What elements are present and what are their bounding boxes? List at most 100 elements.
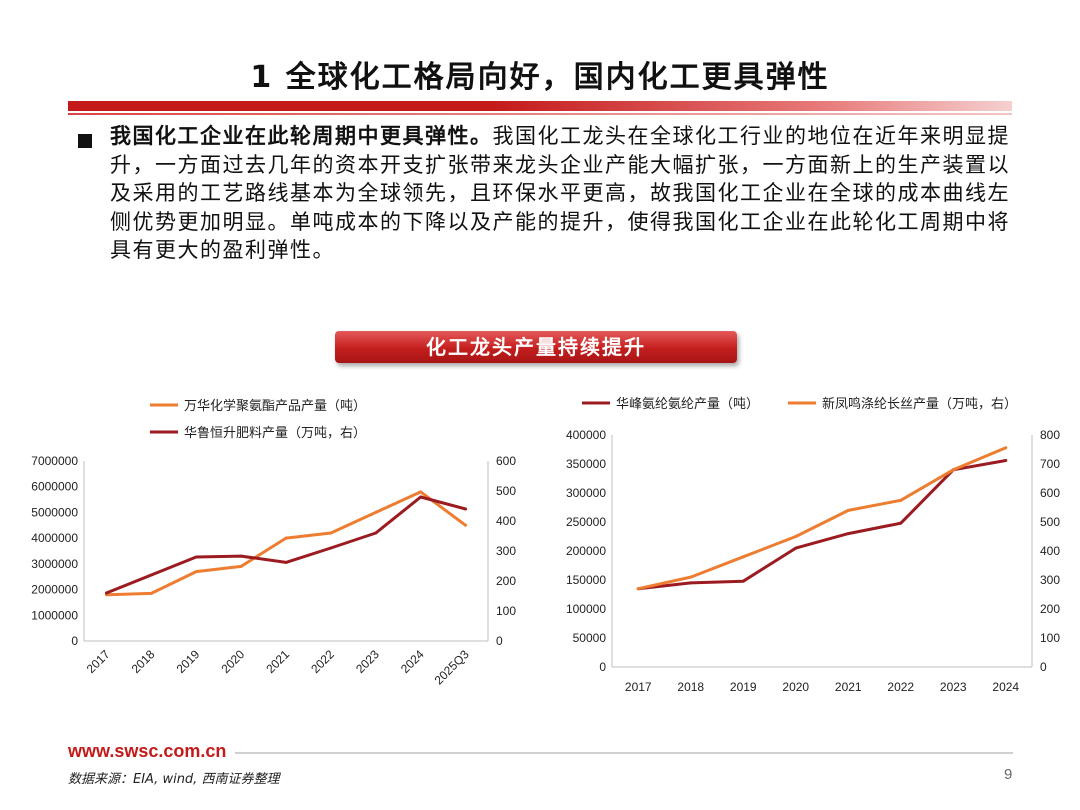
y-left-tick-label: 7000000 [31,454,78,468]
series-point-0 [689,581,693,585]
series-point-0 [1004,459,1008,463]
series-line-0 [106,490,467,597]
y-left-tick-label: 6000000 [31,480,78,494]
y-right-tick-label: 200 [496,574,516,588]
series-point-1 [419,495,423,499]
x-tick-label: 2018 [129,647,158,676]
x-tick-label: 2021 [835,680,862,694]
y-left-tick-label: 100000 [566,602,606,616]
series-point-1 [374,531,378,535]
series-point-1 [1004,446,1008,450]
series-point-0 [239,564,243,568]
series-point-0 [194,570,198,574]
chart-huafeng-xinfengming: 0 50000 100000 150000 200000 250000 300000 3500… [566,396,1060,694]
x-tick-label: 2019 [174,647,203,676]
bullet-paragraph: 我国化工企业在此轮周期中更具弹性。我国化工龙头在全球化工行业的地位在近年来明显提… [110,122,1015,265]
footer-website: www.swsc.com.cn [68,741,227,761]
x-tick-label: 2017 [84,647,113,676]
series-point-1 [194,555,198,559]
series-line-0 [638,459,1007,591]
series-point-1 [104,591,108,595]
y-right-tick-label: 400 [496,514,516,528]
x-tick-label: 2022 [308,647,337,676]
bullet-square-icon [78,134,92,148]
series-point-0 [149,591,153,595]
x-tick-label: 2023 [940,680,967,694]
y-right-tick-label: 500 [1040,515,1060,529]
y-right-tick-label: 100 [1040,631,1060,645]
y-right-tick-label: 600 [1040,486,1060,500]
series-point-0 [419,490,423,494]
series-point-0 [329,531,333,535]
y-left-tick-label: 5000000 [31,505,78,519]
series-point-1 [239,554,243,558]
series-point-1 [846,508,850,512]
x-tick-label: 2018 [677,680,704,694]
series-point-0 [284,536,288,540]
page-number: 9 [1004,766,1013,783]
x-tick-label: 2025Q3 [432,647,472,687]
y-left-tick-label: 300000 [566,486,606,500]
series-point-1 [284,560,288,564]
series-line-1 [105,495,466,595]
series-point-1 [464,507,468,511]
title-underline-thin [68,113,1012,115]
x-tick-label: 2021 [263,647,292,676]
y-right-tick-label: 100 [496,604,516,618]
y-left-tick-label: 350000 [566,457,606,471]
x-tick-label: 2019 [730,680,757,694]
legend-label-0: 华峰氨纶氨纶产量（吨） [616,397,759,412]
y-left-tick-label: 400000 [566,428,606,442]
series-point-1 [636,587,640,591]
series-point-1 [741,555,745,559]
x-tick-label: 2020 [782,680,809,694]
bullet-lead: 我国化工企业在此轮周期中更具弹性。 [110,124,493,148]
x-tick-label: 2023 [353,647,382,676]
series-point-0 [846,532,850,536]
title-underline-bar [68,101,1012,111]
y-left-tick-label: 200000 [566,544,606,558]
y-left-tick-label: 1000000 [31,608,78,622]
y-left-tick-label: 2000000 [31,583,78,597]
y-right-tick-label: 0 [1040,660,1047,674]
y-right-tick-label: 200 [1040,602,1060,616]
y-right-tick-label: 0 [496,634,503,648]
x-tick-label: 2020 [218,647,247,676]
y-right-tick-label: 600 [496,454,516,468]
y-left-tick-label: 4000000 [31,531,78,545]
y-right-tick-label: 300 [1040,573,1060,587]
x-tick-label: 2017 [625,680,652,694]
x-tick-label: 2024 [398,647,427,676]
series-point-0 [464,523,468,527]
series-point-1 [899,498,903,502]
y-right-tick-label: 400 [1040,544,1060,558]
footer-data-source: 数据来源：EIA, wind, 西南证券整理 [68,772,280,787]
bullet-body: 我国化工龙头在全球化工行业的地位在近年来明显提升，一方面过去几年的资本开支扩张带… [110,124,1010,262]
x-tick-label: 2022 [887,680,914,694]
y-right-tick-label: 500 [496,484,516,498]
chart-banner: 化工龙头产量持续提升 [335,331,737,363]
legend-label-1: 华鲁恒升肥料产量（万吨，右） [184,426,366,441]
y-left-tick-label: 50000 [573,631,607,645]
chart-wanhua-hualu: 0100000020000003000000400000050000006000… [31,398,516,687]
series-point-0 [899,521,903,525]
y-left-tick-label: 0 [599,660,606,674]
series-point-1 [329,546,333,550]
series-point-1 [149,573,153,577]
y-right-tick-label: 800 [1040,428,1060,442]
x-tick-label: 2024 [992,680,1019,694]
y-right-tick-label: 700 [1040,457,1060,471]
series-point-1 [794,535,798,538]
page-title: 1 全球化工格局向好，国内化工更具弹性 [250,60,830,95]
series-line-1 [637,446,1007,591]
legend-label-0: 万华化学聚氨酯产品产量（吨） [184,398,366,414]
y-left-tick-label: 150000 [566,573,606,587]
series-point-0 [794,546,798,550]
footer-divider [235,752,1013,754]
series-point-1 [951,468,955,472]
series-point-0 [374,510,378,514]
y-left-tick-label: 0 [71,634,78,648]
y-left-tick-label: 3000000 [31,557,78,571]
y-left-tick-label: 250000 [566,515,606,529]
series-point-1 [689,575,693,579]
